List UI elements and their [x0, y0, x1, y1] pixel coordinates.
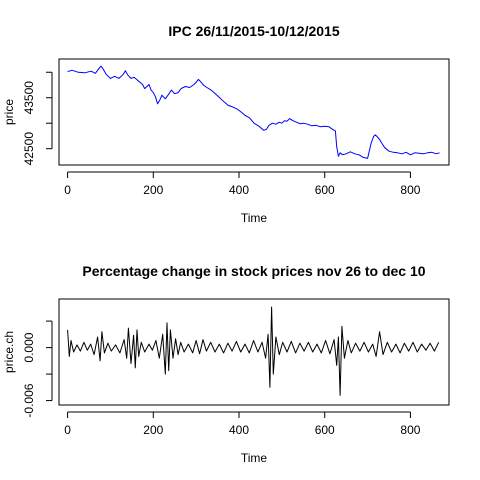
price-chart-x-tick-label: 400 — [229, 183, 249, 197]
price-chart-y-tick-label: 42500 — [22, 132, 36, 166]
pct-change-chart-series-group — [67, 306, 440, 396]
price-chart-x-ticks: 0 200 400 600 800 — [64, 171, 421, 197]
pct-change-chart-series-line — [67, 306, 440, 396]
pct-change-chart-y-ticks: -0.006 0.000 — [22, 320, 53, 418]
pct-change-chart-title: Percentage change in stock prices nov 26… — [82, 263, 425, 279]
price-chart-x-tick-label: 800 — [400, 183, 420, 197]
pct-change-chart-x-tick-label: 0 — [64, 423, 71, 437]
pct-change-chart-y-tick-label: 0.000 — [22, 332, 36, 362]
price-chart-x-tick-label: 600 — [315, 183, 335, 197]
price-chart-y-ticks: 42500 43500 — [22, 71, 53, 166]
price-chart: IPC 26/11/2015-10/12/2015 Time price 0 20… — [2, 23, 450, 225]
pct-change-chart-plot-box — [58, 298, 450, 406]
pct-change-chart-x-tick-label: 600 — [315, 423, 335, 437]
pct-change-chart-x-tick-label: 800 — [400, 423, 420, 437]
price-chart-title: IPC 26/11/2015-10/12/2015 — [168, 23, 339, 39]
pct-change-chart-x-tick-label: 400 — [229, 423, 249, 437]
price-chart-series-group — [67, 65, 440, 159]
pct-change-chart-x-ticks: 0 200 400 600 800 — [64, 411, 421, 437]
price-chart-x-tick-label: 200 — [143, 183, 163, 197]
price-chart-y-axis-label: price — [2, 99, 16, 125]
price-chart-plot-box — [58, 58, 450, 166]
price-chart-series-line — [67, 65, 440, 159]
price-chart-x-axis-label: Time — [241, 211, 268, 225]
pct-change-chart-x-tick-label: 200 — [143, 423, 163, 437]
price-chart-y-tick-label: 43500 — [22, 81, 36, 115]
pct-change-chart-x-axis-label: Time — [241, 451, 268, 465]
price-chart-x-tick-label: 0 — [64, 183, 71, 197]
pct-change-chart-y-tick-label: -0.006 — [22, 383, 36, 417]
pct-change-chart-y-axis-label: price.ch — [2, 331, 16, 373]
pct-change-chart: Percentage change in stock prices nov 26… — [2, 263, 450, 465]
